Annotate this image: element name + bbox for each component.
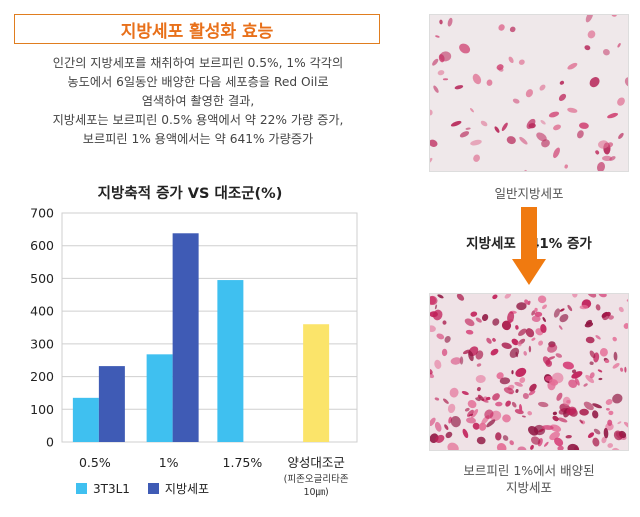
legend-label: 지방세포 <box>164 482 210 496</box>
description-line: 인간의 지방세포를 채취하여 보르피린 0.5%, 1% 각각의 <box>52 56 344 70</box>
description-line: 지방세포는 보르피린 0.5% 용액에서 약 22% 가량 증가, <box>52 113 344 127</box>
arrow-head <box>512 259 546 285</box>
cultured-fat-cell-micrograph <box>429 293 629 451</box>
chart-legend: 3T3L1 지방세포 <box>76 480 227 497</box>
y-tick-label: 0 <box>46 435 54 450</box>
y-tick-label: 400 <box>30 304 54 319</box>
chart-title: 지방축적 증가 VS 대조군(%) <box>97 186 283 202</box>
y-tick-label: 500 <box>30 271 54 286</box>
normal-fat-cell-micrograph <box>429 14 629 172</box>
legend-item-fat-cell: 지방세포 <box>147 480 210 497</box>
top-image-caption: 일반지방세포 <box>494 186 564 201</box>
legend-swatch <box>147 483 159 494</box>
y-tick-label: 700 <box>30 206 54 221</box>
y-tick-label: 100 <box>30 402 54 417</box>
bar-3t3l1 <box>72 397 99 442</box>
y-tick-label: 600 <box>30 238 54 253</box>
bottom-caption-line2: 지방세포 <box>505 480 552 495</box>
description-line: 보르피린 1% 용액에서는 약 641% 가량증가 <box>82 132 314 146</box>
y-tick-label: 300 <box>30 336 54 351</box>
bar-positive-control <box>303 324 330 442</box>
bottom-image-caption: 보르피린 1%에서 배양된 지방세포 <box>429 462 629 496</box>
page-title: 지방세포 활성화 효능 <box>14 14 380 44</box>
y-tick-label: 200 <box>30 369 54 384</box>
bar-3t3l1 <box>146 354 173 442</box>
page-title-text: 지방세포 활성화 효능 <box>120 21 274 42</box>
x-tick-label: 1% <box>159 455 179 470</box>
description: 인간의 지방세포를 채취하여 보르피린 0.5%, 1% 각각의 농도에서 6일… <box>10 54 386 149</box>
bottom-caption-line1: 보르피린 1%에서 배양된 <box>463 463 595 478</box>
bar-fat-cell <box>98 366 125 442</box>
bar-chart: 0 100 200 300 400 500 600 700 0.5% 1% 1.75% 양성대조군 (피… <box>30 206 358 498</box>
legend-item-3t3l1: 3T3L1 <box>76 482 130 496</box>
x-tick-label: 1.75% <box>223 455 263 470</box>
x-tick-label: 0.5% <box>79 455 111 470</box>
x-tick-label: 양성대조군 <box>287 455 345 470</box>
bar-3t3l1 <box>217 280 244 442</box>
legend-label: 3T3L1 <box>93 481 130 496</box>
x-tick-sublabel: (피존오글리타존 <box>284 474 349 485</box>
increase-label: 지방세포 641% 증가 <box>466 236 592 252</box>
x-tick-sublabel: 10㎛) <box>303 487 328 498</box>
bar-fat-cell <box>172 233 199 442</box>
description-line: 농도에서 6일동안 배양한 다음 세포층을 Red Oil로 <box>67 75 329 89</box>
description-line: 염색하여 촬영한 결과, <box>141 94 255 108</box>
legend-swatch <box>76 483 87 494</box>
